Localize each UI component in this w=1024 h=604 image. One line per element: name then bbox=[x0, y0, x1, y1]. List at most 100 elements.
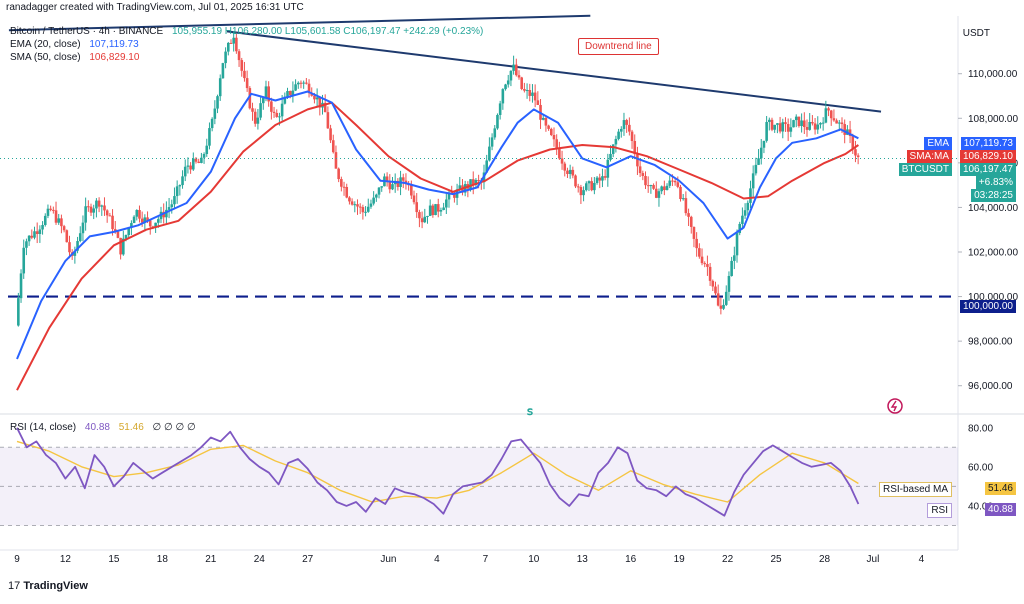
candle-body bbox=[533, 92, 537, 101]
candle-body bbox=[299, 82, 303, 84]
candle-body bbox=[259, 103, 262, 118]
candle-body bbox=[173, 196, 176, 205]
candle-body bbox=[431, 205, 435, 216]
candle-body bbox=[856, 155, 860, 157]
candle-body bbox=[681, 198, 685, 200]
candle-body bbox=[797, 116, 801, 127]
candle-body bbox=[832, 118, 836, 121]
candle-body bbox=[609, 153, 612, 160]
candle-body bbox=[296, 82, 300, 85]
candle-body bbox=[315, 97, 319, 100]
candle-body bbox=[708, 266, 712, 281]
candle-body bbox=[205, 145, 209, 155]
candle-body bbox=[420, 218, 424, 223]
candle-body bbox=[582, 190, 585, 196]
candle-body bbox=[97, 200, 101, 207]
candle-body bbox=[595, 177, 599, 183]
candle-body bbox=[178, 185, 182, 187]
candle-body bbox=[622, 120, 626, 129]
candle-body bbox=[197, 161, 200, 163]
candle-body bbox=[73, 250, 77, 256]
candle-body bbox=[410, 184, 413, 196]
ema-legend[interactable]: EMA (20, close) 107,119.73 bbox=[10, 39, 139, 50]
candle-body bbox=[523, 89, 526, 91]
currency-label[interactable]: USDT bbox=[962, 28, 990, 39]
candle-body bbox=[800, 120, 803, 127]
candle-body bbox=[525, 90, 529, 92]
candle-body bbox=[598, 177, 602, 181]
rsi-ma-value: 51.46 bbox=[984, 482, 1016, 495]
candle-body bbox=[646, 185, 650, 187]
candle-body bbox=[307, 83, 311, 94]
candle-body bbox=[811, 121, 814, 124]
candle-body bbox=[474, 180, 478, 185]
dividend-marker-icon: ꜱ bbox=[527, 404, 533, 418]
candle-body bbox=[652, 185, 655, 189]
candle-body bbox=[165, 209, 168, 218]
candle-body bbox=[792, 120, 795, 128]
candle-body bbox=[741, 215, 744, 224]
candle-body bbox=[54, 210, 58, 223]
candle-body bbox=[803, 120, 806, 128]
candle-body bbox=[162, 211, 165, 218]
candle-body bbox=[851, 136, 855, 150]
candle-body bbox=[754, 164, 758, 174]
tradingview-footer[interactable]: 17 TradingView bbox=[8, 580, 88, 592]
date-tick-label: 4 bbox=[434, 554, 440, 565]
candle-body bbox=[714, 286, 717, 294]
candle-body bbox=[458, 185, 462, 190]
candle-body bbox=[848, 129, 852, 137]
candle-body bbox=[654, 188, 658, 198]
date-tick-label: 27 bbox=[302, 554, 314, 565]
candle-body bbox=[200, 157, 203, 163]
candle-body bbox=[57, 218, 61, 223]
candle-body bbox=[87, 206, 90, 208]
candle-body bbox=[240, 60, 244, 71]
candle-body bbox=[735, 233, 739, 256]
candle-body bbox=[130, 223, 133, 228]
candle-body bbox=[445, 199, 448, 208]
candle-body bbox=[584, 183, 588, 191]
candle-body bbox=[601, 176, 604, 181]
candle-body bbox=[576, 186, 580, 188]
candle-body bbox=[175, 186, 179, 197]
candle-body bbox=[684, 198, 688, 214]
candle-body bbox=[140, 218, 144, 223]
date-tick-label: 12 bbox=[60, 554, 72, 565]
price-tick-label: 104,000.00 bbox=[968, 203, 1018, 214]
candle-body bbox=[827, 108, 830, 111]
candle-body bbox=[706, 264, 709, 267]
candle-body bbox=[773, 124, 777, 130]
rsi-legend[interactable]: RSI (14, close) 40.88 51.46 ∅ ∅ ∅ ∅ bbox=[10, 422, 196, 433]
downtrend-annotation[interactable]: Downtrend line bbox=[578, 38, 659, 55]
date-tick-label: 21 bbox=[205, 554, 217, 565]
candle-body bbox=[345, 187, 349, 198]
candle-body bbox=[501, 89, 505, 104]
candle-body bbox=[278, 116, 281, 118]
candle-body bbox=[698, 248, 701, 257]
candle-body bbox=[237, 51, 241, 61]
candle-body bbox=[415, 202, 419, 213]
date-tick-label: 4 bbox=[919, 554, 925, 565]
candle-body bbox=[560, 158, 564, 164]
candle-body bbox=[366, 206, 370, 212]
rsi-tick-label: 80.00 bbox=[968, 423, 993, 434]
sma-legend[interactable]: SMA (50, close) 106,829.10 bbox=[10, 52, 139, 63]
upper-trend-line bbox=[8, 14, 591, 32]
candle-body bbox=[60, 218, 63, 227]
candle-body bbox=[170, 204, 174, 208]
candle-body bbox=[280, 103, 284, 117]
symbol-name: Bitcoin / TetherUS · 4h · BINANCE bbox=[10, 26, 164, 37]
candle-body bbox=[657, 191, 661, 198]
candle-body bbox=[776, 123, 779, 125]
candle-body bbox=[738, 223, 742, 234]
rsi-band-fill bbox=[0, 447, 958, 526]
sma-legend-value: 106,829.10 bbox=[89, 52, 140, 63]
candle-body bbox=[574, 175, 577, 187]
candle-body bbox=[660, 186, 663, 192]
candle-body bbox=[644, 175, 647, 186]
candle-body bbox=[566, 170, 569, 174]
candle-body bbox=[617, 131, 620, 139]
